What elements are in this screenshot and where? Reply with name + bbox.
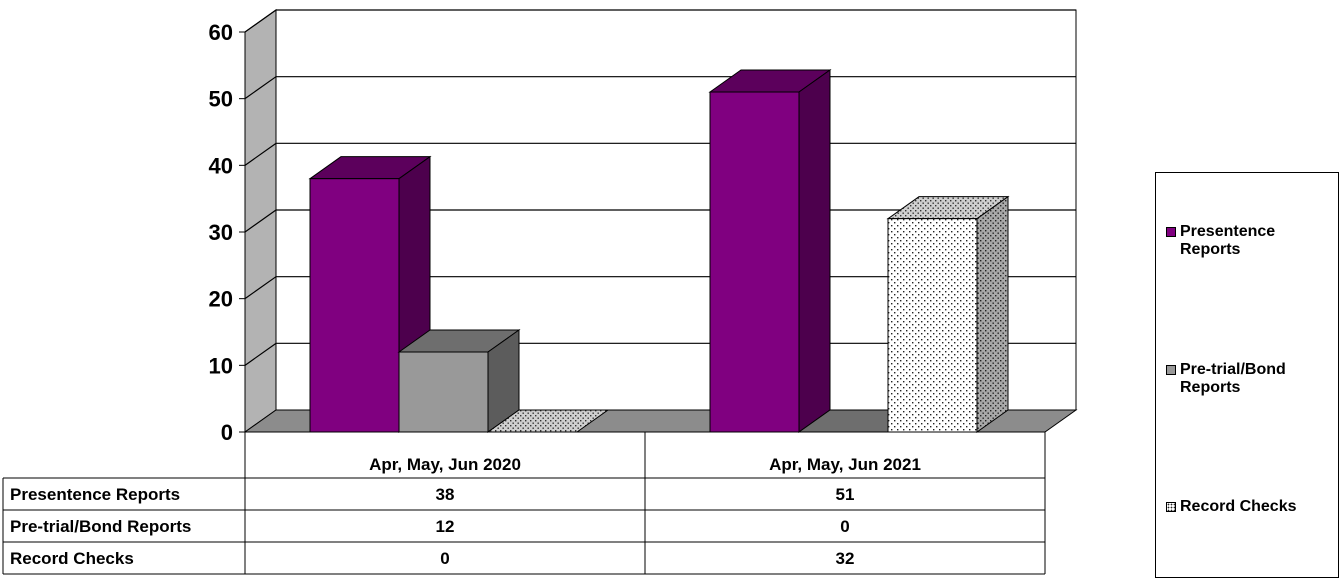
- legend-label: Presentence Reports: [1180, 223, 1276, 258]
- bar-side: [798, 69, 831, 433]
- y-tick-label: 0: [221, 420, 233, 445]
- legend-label: Pre-trial/Bond Reports: [1180, 361, 1286, 396]
- y-axis: 0 10 20 30 40 50 60: [209, 20, 246, 445]
- bar-0-2: [486, 409, 610, 433]
- row-label: Presentence Reports: [10, 485, 180, 504]
- bar-front: [309, 178, 400, 433]
- category-label: Apr, May, Jun 2020: [369, 455, 521, 474]
- legend: Presentence Reports Pre-trial/Bond Repor…: [1155, 172, 1339, 578]
- data-label: 51: [836, 485, 855, 504]
- row-label: Record Checks: [10, 549, 134, 568]
- bar-front: [398, 351, 489, 433]
- legend-label: Record Checks: [1180, 498, 1297, 515]
- bar-0-1: [397, 329, 521, 433]
- data-label: 0: [440, 549, 449, 568]
- bar-front: [887, 218, 978, 433]
- y-tick-label: 40: [209, 153, 233, 178]
- legend-swatch-presentence: [1166, 227, 1176, 237]
- y-tick-label: 60: [209, 20, 233, 45]
- y-tick-label: 10: [209, 353, 233, 378]
- y-tick-label: 30: [209, 220, 233, 245]
- legend-item-presentence: Presentence Reports: [1166, 223, 1336, 259]
- bar-1-2: [886, 195, 1010, 433]
- y-tick-label: 20: [209, 287, 233, 312]
- bar-front: [709, 91, 800, 433]
- data-label: 12: [436, 517, 455, 536]
- legend-item-record-checks: Record Checks: [1166, 498, 1336, 516]
- gridline: [244, 9, 1076, 33]
- legend-item-pretrial: Pre-trial/Bond Reports: [1166, 361, 1336, 397]
- bars: [308, 69, 1010, 433]
- bar-top: [486, 409, 610, 433]
- legend-swatch-record-checks: [1166, 502, 1176, 512]
- bar-0-0: [308, 155, 432, 433]
- bar-1-0: [708, 69, 832, 433]
- data-label: 38: [436, 485, 455, 504]
- y-tick-label: 50: [209, 87, 233, 112]
- category-label: Apr, May, Jun 2021: [769, 455, 921, 474]
- bar-side: [976, 195, 1009, 433]
- legend-swatch-pretrial: [1166, 365, 1176, 375]
- data-label: 32: [836, 549, 855, 568]
- data-label: 0: [840, 517, 849, 536]
- row-label: Pre-trial/Bond Reports: [10, 517, 191, 536]
- data-table: Apr, May, Jun 2020 Apr, May, Jun 2021 Pres…: [2, 432, 1046, 575]
